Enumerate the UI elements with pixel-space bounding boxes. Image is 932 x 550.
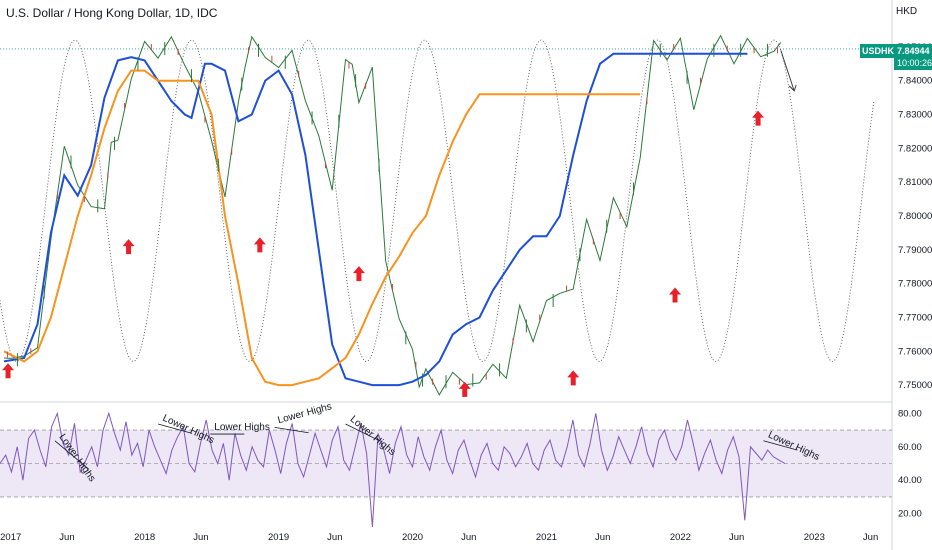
lower-highs-trendline-4: [345, 423, 380, 442]
up-arrow-marker-5: [567, 370, 580, 386]
up-arrow-marker-6: [669, 287, 682, 303]
y-tick-label-3: 7.78000: [898, 279, 932, 290]
x-tick-label-3: Jun: [193, 532, 208, 543]
x-tick-label-5: Jun: [327, 532, 342, 543]
x-tick-label-4: 2019: [268, 532, 289, 543]
lower-highs-annotation-3: Lower Highs: [277, 401, 334, 426]
x-tick-label-10: 2022: [670, 532, 691, 543]
x-tick-label-11: Jun: [729, 532, 744, 543]
up-arrow-marker-2: [253, 237, 266, 253]
y-tick-label-1: 7.76000: [898, 346, 932, 357]
lower-highs-trendline-1: [157, 423, 193, 434]
x-tick-label-9: Jun: [595, 532, 610, 543]
x-tick-label-0: 2017: [0, 532, 21, 543]
y-tick-label-6: 7.81000: [898, 177, 932, 188]
x-tick-label-2: 2018: [134, 532, 155, 543]
x-tick-label-7: Jun: [461, 532, 476, 543]
x-tick-label-1: Jun: [59, 532, 74, 543]
cycle-sine-wave: [0, 39, 875, 362]
rsi-tick-label-2: 40.00: [898, 475, 922, 486]
price-badge-countdown: 10:00:26: [897, 58, 932, 68]
lower-highs-trendline-5: [763, 440, 798, 451]
ma_fast-line: [3, 52, 748, 387]
symbol-badge-box: [860, 44, 894, 58]
y-tick-label-2: 7.77000: [898, 312, 932, 323]
y-tick-label-5: 7.80000: [898, 211, 932, 222]
x-tick-label-6: 2020: [402, 532, 423, 543]
y-tick-label-7: 7.82000: [898, 143, 932, 154]
ma_slow-line: [3, 69, 641, 387]
x-tick-label-13: Jun: [863, 532, 878, 543]
lower-highs-trendline-3: [274, 426, 309, 434]
chart-title: U.S. Dollar / Hong Kong Dollar, 1D, IDC: [6, 6, 218, 20]
rsi-tick-label-1: 60.00: [898, 442, 922, 453]
up-arrow-marker-0: [2, 363, 15, 379]
lower-highs-annotation-2: Lower Highs: [214, 422, 270, 433]
y-axis: 7.75000 7.76000 7.77000 7.78000 7.79000 7.800…: [898, 42, 932, 391]
rsi-tick-label-0: 80.00: [898, 408, 922, 419]
y-tick-label-8: 7.83000: [898, 110, 932, 121]
x-tick-label-8: 2021: [536, 532, 557, 543]
projection-arrowhead: [788, 84, 797, 92]
rsi-line: [0, 411, 786, 528]
price-badge: USDHKD 7.84944 10:00:26: [860, 44, 932, 70]
up-arrow-marker-7: [752, 110, 765, 126]
x-tick-label-12: 2023: [804, 532, 825, 543]
y-tick-label-0: 7.75000: [898, 380, 932, 391]
up-arrow-marker-1: [122, 239, 135, 255]
lower-highs-trendline-0: [54, 440, 90, 470]
x-axis: 2017 Jun 2018 Jun 2019 Jun 2020 Jun 2021 Jun 2022 J…: [0, 532, 878, 543]
currency-unit-label: HKD: [896, 6, 918, 17]
y-tick-label-4: 7.79000: [898, 245, 932, 256]
symbol-badge-label: USDHKD: [862, 46, 901, 56]
up-arrow-marker-4: [458, 381, 471, 397]
y-tick-label-9: 7.84000: [898, 76, 932, 87]
projection-line: [780, 50, 795, 92]
price-pane: [0, 30, 892, 402]
rsi-y-axis: 80.00 60.00 40.00 20.00: [898, 408, 922, 519]
price-badge-box: [894, 44, 932, 70]
price-badge-value: 7.84944: [897, 46, 930, 56]
rsi-tick-label-3: 20.00: [898, 509, 922, 520]
up-arrow-marker-3: [352, 266, 365, 282]
